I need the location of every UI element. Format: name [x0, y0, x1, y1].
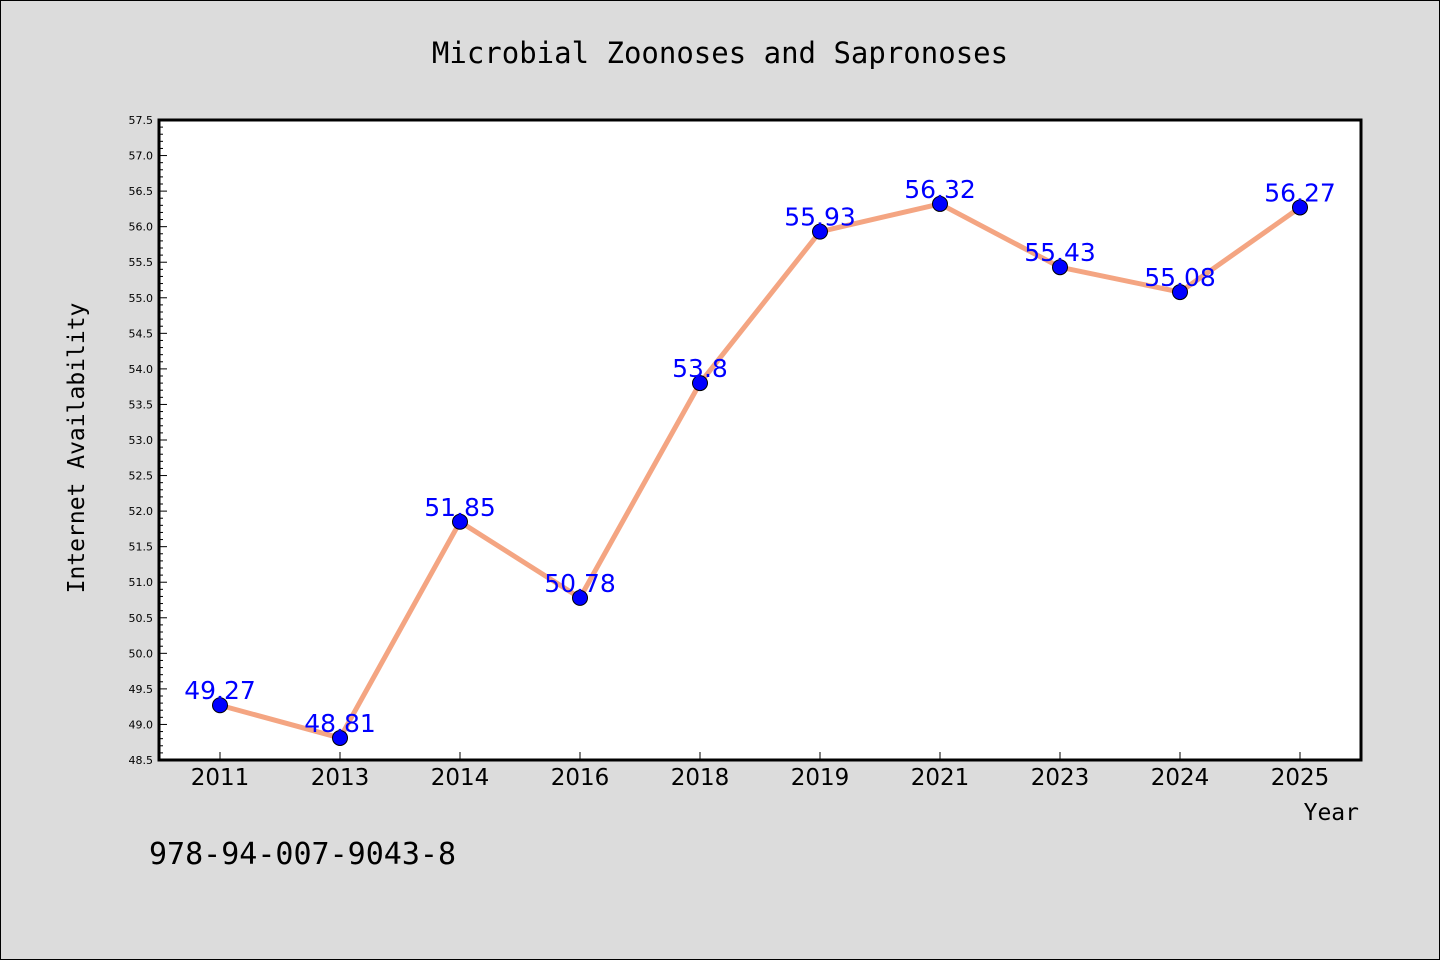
x-tick-label: 2025	[1271, 765, 1330, 791]
data-point	[932, 195, 948, 212]
y-tick-label: 55.5	[129, 256, 154, 269]
y-tick-label: 54.0	[129, 363, 154, 376]
data-point	[692, 375, 708, 392]
y-tick-label: 52.5	[129, 470, 154, 483]
plot-area	[157, 118, 1363, 762]
y-tick-label: 57.0	[129, 150, 154, 163]
y-tick-label: 50.5	[129, 612, 154, 625]
data-label: 55.43	[1024, 238, 1096, 267]
series-line	[219, 201, 1302, 741]
data-point	[1292, 199, 1308, 216]
data-label: 55.08	[1144, 263, 1216, 292]
series-markers	[212, 195, 1308, 746]
y-tick-label: 55.0	[129, 292, 154, 305]
x-tick-label: 2024	[1151, 765, 1210, 791]
data-point	[452, 513, 468, 530]
data-label: 55.93	[784, 203, 856, 232]
y-tick-label: 53.5	[129, 398, 154, 411]
y-tick-label: 54.5	[129, 327, 154, 340]
data-label: 50.78	[544, 569, 616, 598]
data-label: 53.8	[672, 354, 728, 383]
x-tick-label: 2021	[911, 765, 970, 791]
x-tick-label: 2016	[551, 765, 610, 791]
y-tick-label: 56.5	[129, 185, 154, 198]
y-tick-label: 57.5	[129, 114, 154, 127]
y-tick-label: 51.0	[129, 576, 154, 589]
data-point	[212, 697, 228, 714]
data-point	[1172, 284, 1188, 301]
data-point	[812, 223, 828, 240]
y-tick-label: 56.0	[129, 221, 154, 234]
data-point	[1052, 259, 1068, 276]
data-label: 51.85	[424, 493, 496, 522]
y-tick-label: 50.0	[129, 647, 154, 660]
x-tick-label: 2014	[431, 765, 490, 791]
x-tick-label: 2018	[671, 765, 730, 791]
isbn-text: 978-94-007-9043-8	[149, 837, 456, 872]
y-tick-label: 48.5	[129, 754, 154, 767]
data-labels: 49.27 48.81 51.85 50.78 53.8 55.93 56.32 55.43 5…	[184, 175, 1336, 738]
y-tick-label: 51.5	[129, 541, 154, 554]
data-point	[332, 729, 348, 746]
y-tick-label: 49.0	[129, 718, 154, 731]
x-axis: 2011 2013 2014 2016 2018 2019 2021 2023 2024 2025	[191, 752, 1330, 791]
y-axis-label: Internet Availability	[64, 303, 90, 594]
y-tick-label: 52.0	[129, 505, 154, 518]
data-label: 56.27	[1264, 178, 1336, 207]
x-tick-label: 2019	[791, 765, 850, 791]
x-axis-label: Year	[1304, 800, 1359, 826]
data-label: 56.32	[904, 175, 976, 204]
data-point	[572, 589, 588, 606]
x-tick-label: 2013	[311, 765, 370, 791]
data-label: 49.27	[184, 676, 256, 705]
chart-title: Microbial Zoonoses and Sapronoses	[432, 36, 1008, 70]
y-tick-label: 49.5	[129, 683, 154, 696]
x-tick-label: 2011	[191, 765, 250, 791]
y-tick-label: 53.0	[129, 434, 154, 447]
y-axis: 48.5 49.0 49.5 50.0 50.5 51.0 51.5 52.0 52.5 53.0…	[129, 114, 167, 767]
data-label: 48.81	[304, 709, 376, 738]
x-tick-label: 2023	[1031, 765, 1090, 791]
